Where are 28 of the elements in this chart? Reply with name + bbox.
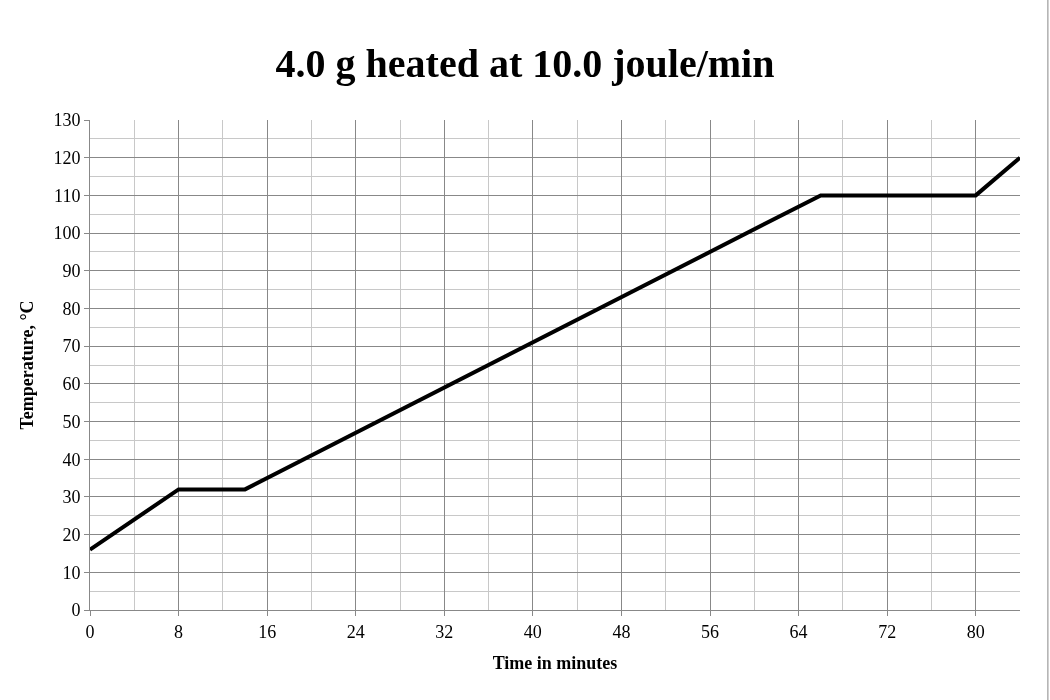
x-tick-label: 56 bbox=[701, 621, 719, 642]
chart-title: 4.0 g heated at 10.0 joule/min bbox=[275, 41, 775, 86]
x-tick-label: 0 bbox=[85, 621, 95, 642]
y-tick-label: 20 bbox=[62, 524, 81, 545]
x-tick-label: 80 bbox=[966, 621, 985, 642]
x-tick-label: 64 bbox=[789, 621, 808, 642]
y-tick-label: 110 bbox=[54, 185, 81, 206]
y-tick-label: 50 bbox=[62, 411, 81, 432]
x-tick-label: 72 bbox=[878, 621, 897, 642]
y-tick-label: 10 bbox=[62, 562, 81, 583]
x-tick-label: 24 bbox=[346, 621, 365, 642]
x-tick-label: 40 bbox=[523, 621, 542, 642]
y-tick-label: 60 bbox=[62, 374, 81, 395]
y-tick-label: 120 bbox=[53, 147, 81, 168]
x-tick-label: 8 bbox=[174, 621, 184, 642]
x-tick-label: 32 bbox=[435, 621, 454, 642]
y-axis-title: Temperature, °C bbox=[16, 300, 37, 430]
x-tick-label: 48 bbox=[612, 621, 631, 642]
y-tick-label: 0 bbox=[71, 600, 81, 621]
y-tick-label: 40 bbox=[62, 449, 81, 470]
y-tick-label: 30 bbox=[62, 487, 81, 508]
y-tick-label: 130 bbox=[53, 110, 81, 131]
x-tick-label: 16 bbox=[258, 621, 277, 642]
y-tick-label: 100 bbox=[53, 223, 81, 244]
y-tick-label: 80 bbox=[62, 298, 81, 319]
x-axis-title: Time in minutes bbox=[492, 652, 618, 673]
y-tick-label: 70 bbox=[62, 336, 81, 357]
y-tick-label: 90 bbox=[62, 261, 81, 282]
